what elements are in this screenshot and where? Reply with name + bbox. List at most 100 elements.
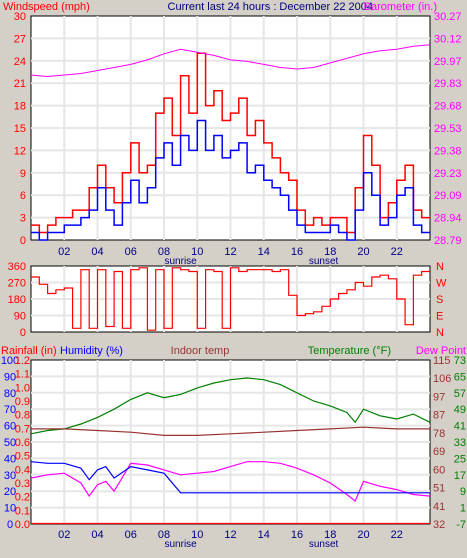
- wind-y-tick-label: 9: [20, 168, 26, 180]
- indoor-y-tick-label: 106: [433, 373, 451, 385]
- temperature-y-tick-label: -7: [456, 519, 466, 531]
- dewpoint-axis-title: Dew Point: [416, 345, 466, 357]
- humidity-y-tick-label: 30: [4, 470, 16, 482]
- hour-tick-label: 14: [258, 529, 270, 541]
- humidity-axis-title: Humidity (%): [60, 345, 123, 357]
- indoor-y-tick-label: 41: [433, 501, 445, 513]
- wind-y-tick-label: 15: [14, 123, 26, 135]
- series-indoor-line: [31, 426, 430, 436]
- rain-y-tick-label: 0.8: [15, 410, 30, 422]
- hour-tick-label: 04: [91, 529, 103, 541]
- hour-tick-label: 22: [391, 246, 403, 258]
- humidity-y-tick-label: 90: [4, 371, 16, 383]
- direction-y-tick-label: 90: [14, 311, 26, 323]
- rain-y-tick-label: 0.2: [15, 492, 30, 504]
- humidity-y-tick-label: 100: [1, 355, 19, 367]
- wind-y-tick-label: 27: [14, 33, 26, 45]
- indoor-y-tick-label: 32: [433, 519, 445, 531]
- temperature-y-tick-label: 25: [454, 453, 466, 465]
- wind-y-tick-label: 30: [14, 11, 26, 23]
- indoor-y-tick-label: 78: [433, 428, 445, 440]
- humidity-y-tick-label: 40: [4, 453, 16, 465]
- sunrise-label: sunrise: [165, 539, 198, 550]
- compass-tick-label: N: [436, 261, 444, 273]
- wind-y-tick-label: 24: [14, 56, 26, 68]
- humidity-y-tick-label: 50: [4, 437, 16, 449]
- temperature-y-tick-label: 41: [454, 421, 466, 433]
- rain-y-tick-label: 1.2: [15, 355, 30, 367]
- pressure-y-tick-label: 29.09: [434, 190, 462, 202]
- pressure-y-tick-label: 29.68: [434, 101, 462, 113]
- hour-tick-label: 06: [125, 529, 137, 541]
- indoor-y-tick-label: 69: [433, 446, 445, 458]
- temperature-axis-title: Temperature (°F): [308, 345, 391, 357]
- pressure-y-tick-label: 30.27: [434, 11, 462, 23]
- series-direction-line: [31, 267, 430, 331]
- pressure-y-tick-label: 29.38: [434, 145, 462, 157]
- temperature-y-tick-label: 73: [454, 355, 466, 367]
- temperature-y-tick-label: 33: [454, 437, 466, 449]
- rain-y-tick-label: 0.0: [15, 519, 30, 531]
- direction-y-tick-label: 270: [8, 278, 26, 290]
- compass-tick-label: N: [436, 327, 444, 339]
- hour-tick-label: 02: [58, 246, 70, 258]
- direction-y-tick-label: 360: [8, 261, 26, 273]
- hour-tick-label: 16: [291, 529, 303, 541]
- hour-tick-label: 06: [125, 246, 137, 258]
- hour-tick-label: 12: [224, 246, 236, 258]
- series-temperature-line: [30, 377, 431, 435]
- pressure-y-tick-label: 28.94: [434, 213, 462, 225]
- hour-tick-label: 08: [158, 529, 170, 541]
- rain-y-tick-label: 1.0: [15, 382, 30, 394]
- pressure-y-tick-label: 30.12: [434, 33, 462, 45]
- direction-y-tick-label: 180: [8, 294, 26, 306]
- direction-y-tick-label: 0: [20, 327, 26, 339]
- hour-tick-label: 10: [191, 246, 203, 258]
- series-dewpoint-line: [30, 461, 431, 502]
- wind-y-tick-label: 3: [20, 213, 26, 225]
- temperature-y-tick-label: 1: [460, 503, 466, 515]
- sunset-label: sunset: [309, 256, 339, 267]
- indoor-y-tick-label: 115: [433, 355, 451, 367]
- indoor-y-tick-label: 97: [433, 391, 445, 403]
- pressure-axis-title: Barometer (in.): [364, 1, 437, 13]
- wind-y-tick-label: 12: [14, 145, 26, 157]
- indoor-axis-title: Indoor temp: [171, 345, 230, 357]
- rain-y-tick-label: 0.4: [15, 464, 30, 476]
- hour-tick-label: 20: [357, 529, 369, 541]
- rain-y-tick-label: 1.1: [15, 369, 30, 381]
- compass-tick-label: E: [436, 311, 443, 323]
- pressure-y-tick-label: 28.79: [434, 235, 462, 247]
- series-wind-line: [31, 52, 430, 234]
- series-gust-line: [31, 119, 430, 241]
- hour-tick-label: 04: [91, 246, 103, 258]
- wind-y-tick-label: 0: [20, 235, 26, 247]
- hour-tick-label: 18: [324, 246, 336, 258]
- hour-tick-label: 10: [191, 529, 203, 541]
- series-pressure-line: [30, 44, 431, 78]
- rain-y-tick-label: 0.3: [15, 478, 30, 490]
- rain-y-tick-label: 0.5: [15, 451, 30, 463]
- hour-tick-label: 20: [357, 246, 369, 258]
- temperature-y-tick-label: 49: [454, 404, 466, 416]
- wind-y-tick-label: 6: [20, 190, 26, 202]
- rain-y-tick-label: 0.1: [15, 505, 30, 517]
- temperature-y-tick-label: 57: [454, 388, 466, 400]
- pressure-y-tick-label: 29.53: [434, 123, 462, 135]
- indoor-y-tick-label: 87: [433, 410, 445, 422]
- hour-tick-label: 16: [291, 246, 303, 258]
- humidity-y-tick-label: 0: [7, 519, 13, 531]
- pressure-y-tick-label: 29.23: [434, 168, 462, 180]
- compass-tick-label: W: [436, 278, 447, 290]
- compass-tick-label: S: [436, 294, 443, 306]
- pressure-y-tick-label: 29.97: [434, 56, 462, 68]
- humidity-y-tick-label: 10: [4, 503, 16, 515]
- wind-y-tick-label: 18: [14, 101, 26, 113]
- hour-tick-label: 14: [258, 246, 270, 258]
- humidity-y-tick-label: 80: [4, 388, 16, 400]
- indoor-y-tick-label: 60: [433, 464, 445, 476]
- humidity-y-tick-label: 20: [4, 486, 16, 498]
- temperature-y-tick-label: 17: [454, 470, 466, 482]
- indoor-y-tick-label: 51: [433, 483, 445, 495]
- hour-tick-label: 12: [224, 529, 236, 541]
